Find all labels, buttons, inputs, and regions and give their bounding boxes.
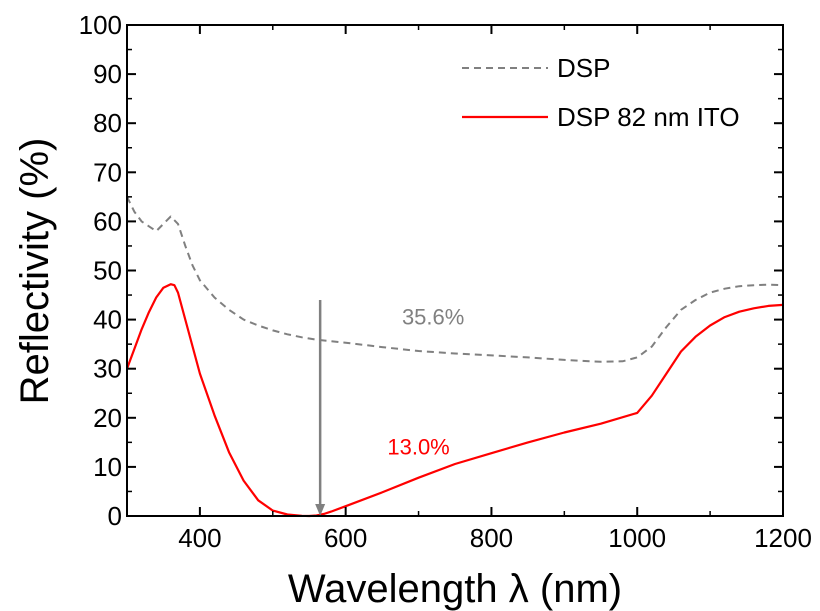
- legend-label-2: DSP 82 nm ITO: [557, 102, 740, 132]
- tick-layer: 400 600 800 1000 1200 0 10 20 30 40 50 60 70 80 90 100: [79, 10, 812, 553]
- series-line-1: [126, 196, 784, 363]
- annotation-label-2: 13.0%: [387, 435, 449, 460]
- series-layer: [125, 196, 784, 518]
- x-tick-label: 800: [470, 523, 513, 553]
- y-tick-label: 80: [93, 108, 122, 138]
- x-axis-title: Wavelength λ (nm): [288, 567, 622, 611]
- x-tick-label: 1200: [754, 523, 812, 553]
- y-tick-label: 30: [93, 354, 122, 384]
- legend-label-1: DSP: [557, 53, 610, 83]
- y-axis-title: Reflectivity (%): [13, 138, 57, 405]
- y-tick-label: 0: [108, 501, 122, 531]
- y-tick-label: 70: [93, 157, 122, 187]
- y-tick-label: 50: [93, 256, 122, 286]
- x-tick-label: 600: [324, 523, 367, 553]
- y-tick-label: 20: [93, 403, 122, 433]
- x-tick-label: 1000: [608, 523, 666, 553]
- x-tick-label: 400: [178, 523, 221, 553]
- arrow-head: [315, 504, 326, 516]
- y-tick-label: 10: [93, 452, 122, 482]
- legend: DSP DSP 82 nm ITO: [462, 53, 740, 132]
- y-tick-label: 100: [79, 10, 122, 40]
- y-tick-label: 40: [93, 305, 122, 335]
- y-tick-label: 90: [93, 59, 122, 89]
- annotation-layer: 35.6% 13.0%: [315, 299, 464, 516]
- y-tick-label: 60: [93, 206, 122, 236]
- annotation-label-1: 35.6%: [402, 305, 464, 330]
